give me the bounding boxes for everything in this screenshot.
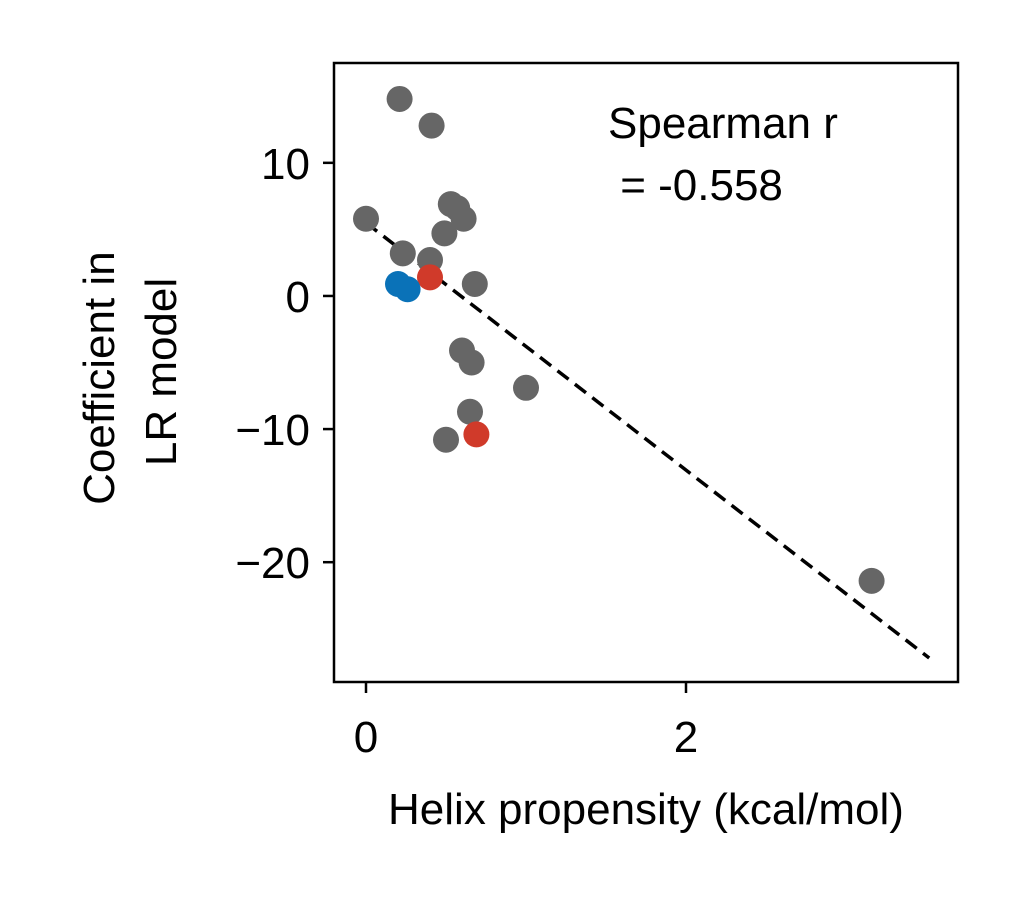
fit-line bbox=[364, 221, 931, 660]
data-point bbox=[457, 398, 483, 425]
fit-line-layer bbox=[364, 221, 931, 660]
x-tick-label: 0 bbox=[354, 713, 378, 762]
y-tick-label: 10 bbox=[261, 140, 310, 189]
y-axis-label-line-1: Coefficient in bbox=[75, 251, 124, 505]
y-axis-label-line-2: LR model bbox=[137, 278, 186, 466]
plot-frame bbox=[332, 61, 960, 684]
data-point bbox=[417, 264, 443, 291]
data-point bbox=[858, 567, 885, 594]
spearman-annotation: Spearman r = -0.558 bbox=[608, 99, 850, 210]
y-tick-label: 0 bbox=[286, 273, 310, 322]
data-point bbox=[463, 421, 490, 448]
y-axis: 10 0 −10 −20 bbox=[235, 140, 334, 588]
data-point bbox=[386, 85, 413, 112]
y-tick-label: −20 bbox=[235, 539, 310, 588]
svg-text:Coefficient in LR model: Coefficient in LR model bbox=[75, 239, 186, 505]
data-point bbox=[389, 240, 416, 267]
data-point bbox=[450, 205, 477, 232]
data-point bbox=[513, 374, 539, 401]
annotation-line-1: Spearman r bbox=[608, 99, 838, 148]
points-layer bbox=[353, 85, 885, 594]
data-point bbox=[458, 349, 485, 376]
y-tick-label: −10 bbox=[235, 406, 310, 455]
x-tick-label: 2 bbox=[674, 713, 698, 762]
data-point bbox=[418, 112, 445, 139]
y-axis-label: Coefficient in LR model bbox=[75, 239, 186, 505]
annotation-line-2: = -0.558 bbox=[608, 161, 783, 210]
data-point bbox=[431, 220, 458, 247]
x-axis-label: Helix propensity (kcal/mol) bbox=[388, 785, 904, 834]
data-point bbox=[433, 426, 459, 453]
data-point bbox=[394, 276, 421, 303]
data-point bbox=[461, 270, 488, 297]
data-point bbox=[353, 205, 379, 232]
